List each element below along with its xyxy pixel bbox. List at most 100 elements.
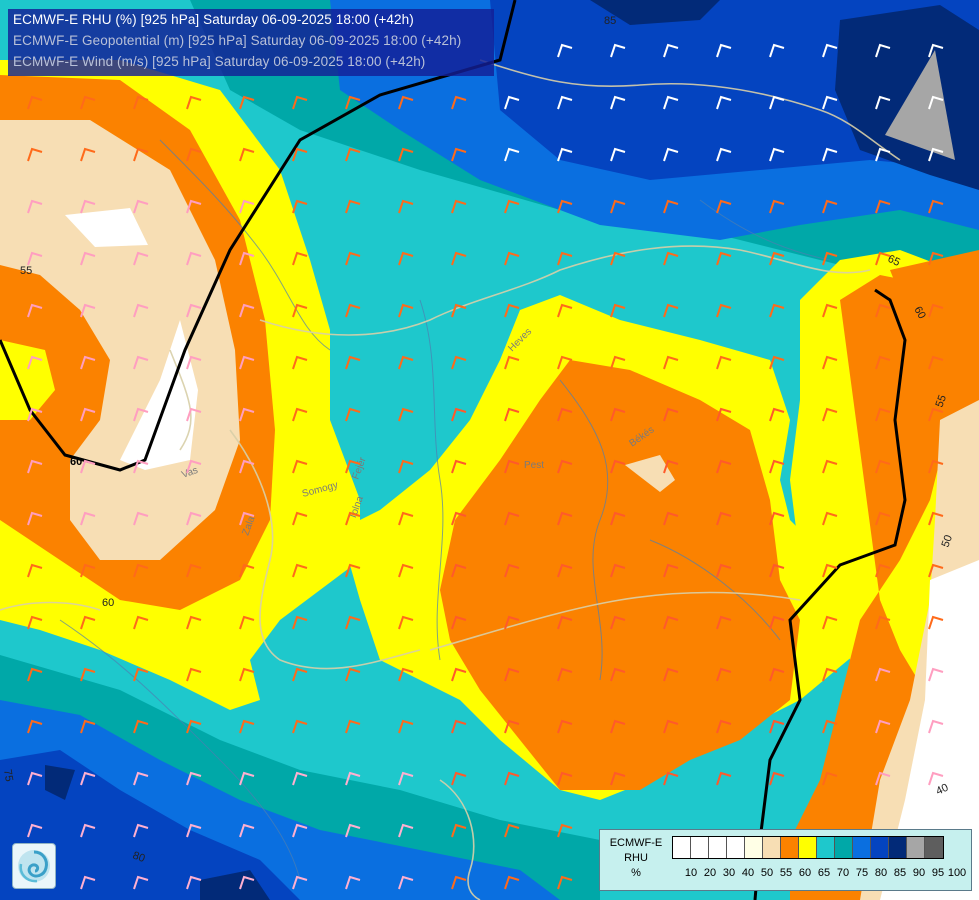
wind-barb-icon <box>769 459 785 474</box>
wind-barb-icon <box>345 875 361 890</box>
wind-barb-icon <box>345 719 361 734</box>
legend-swatch <box>817 837 835 858</box>
wind-barb-icon <box>451 199 467 214</box>
wind-barb-icon <box>716 251 732 266</box>
wind-barb-icon <box>663 199 679 214</box>
wind-barb-icon <box>398 719 414 734</box>
legend-swatch <box>691 837 709 858</box>
wind-barb-icon <box>398 251 414 266</box>
wind-barb-icon <box>716 719 732 734</box>
wind-barb-icon <box>875 147 891 162</box>
legend-swatch <box>925 837 943 858</box>
wind-barb-icon <box>80 459 96 474</box>
wind-barb-icon <box>504 95 520 110</box>
wind-barb-icon <box>716 771 732 786</box>
wind-barb-icon <box>345 615 361 630</box>
river-lines <box>59 139 831 881</box>
wind-barb-icon <box>292 875 308 890</box>
wind-barb-icon <box>27 355 43 370</box>
wind-barb-icon <box>557 407 573 422</box>
wind-barb-icon <box>557 875 573 890</box>
wind-barb-icon <box>186 563 202 578</box>
legend-tick-label: 60 <box>798 867 812 879</box>
wind-barb-icon <box>186 719 202 734</box>
rhu-legend: ECMWF-E RHU % 10 20 30 40 50 55 60 65 70 75 80 85 90… <box>599 829 972 891</box>
wind-barb-icon <box>822 667 838 682</box>
wind-barb-icon <box>133 511 149 526</box>
wind-barb-icon <box>345 251 361 266</box>
wind-barb-icon <box>875 251 891 266</box>
wind-barb-icon <box>769 407 785 422</box>
legend-tick-label: 20 <box>703 867 717 879</box>
wind-barb-icon <box>451 563 467 578</box>
wind-barb-icon <box>663 251 679 266</box>
wind-barb-icon <box>398 355 414 370</box>
place-label-vas: Vas <box>180 465 199 481</box>
title-geopotential: ECMWF-E Geopotential (m) [925 hPa] Satur… <box>13 33 462 48</box>
wind-barb-icon <box>716 563 732 578</box>
wind-barb-icon <box>610 407 626 422</box>
wind-barb-icon <box>27 771 43 786</box>
wind-barb-icon <box>663 355 679 370</box>
wind-barb-icon <box>928 43 944 58</box>
legend-swatch <box>781 837 799 858</box>
wind-barb-icon <box>557 355 573 370</box>
legend-tick-label: 80 <box>874 867 888 879</box>
wind-barb-icon <box>80 303 96 318</box>
wind-barb-icon <box>398 147 414 162</box>
wind-barb-icon <box>398 875 414 890</box>
wind-barb-icon <box>239 771 255 786</box>
wind-barb-icon <box>875 95 891 110</box>
white-patch-1 <box>65 208 148 247</box>
east-orange-ne <box>890 250 979 460</box>
wind-barb-icon <box>27 199 43 214</box>
wind-barb-icon <box>716 199 732 214</box>
wind-barb-icon <box>504 823 520 838</box>
contour-label-60-west: 60 <box>70 456 82 468</box>
wind-barb-icon <box>928 355 944 370</box>
wind-barb-icon <box>451 823 467 838</box>
legend-swatch <box>907 837 925 858</box>
wind-barb-icon <box>610 771 626 786</box>
wind-barb-icon <box>239 199 255 214</box>
wind-barb-icon <box>239 615 255 630</box>
wind-barb-icon <box>451 615 467 630</box>
wind-barb-icon <box>716 303 732 318</box>
wind-barb-icon <box>928 303 944 318</box>
legend-swatch <box>799 837 817 858</box>
wind-barb-icon <box>557 199 573 214</box>
contour-label-60-east: 60 <box>911 305 928 322</box>
wind-barb-icon <box>292 303 308 318</box>
contour-label-55-east: 55 <box>934 393 949 409</box>
wind-barb-icon <box>610 615 626 630</box>
wind-barb-icon <box>133 459 149 474</box>
wind-barb-icon <box>716 355 732 370</box>
wind-barb-icon <box>239 563 255 578</box>
wind-barb-icon <box>504 667 520 682</box>
wind-barb-icon <box>663 719 679 734</box>
wind-barb-icon <box>345 823 361 838</box>
wind-barb-icon <box>186 459 202 474</box>
wind-barb-icon <box>27 303 43 318</box>
wind-barb-icon <box>451 251 467 266</box>
wind-barb-icon <box>822 511 838 526</box>
wind-barb-icon <box>292 823 308 838</box>
wind-barb-icon <box>928 407 944 422</box>
wind-barb-icon <box>451 355 467 370</box>
legend-tick-label: 75 <box>855 867 869 879</box>
wind-barb-icon <box>557 771 573 786</box>
wind-barb-icon <box>610 43 626 58</box>
wind-barb-icon <box>822 563 838 578</box>
wind-barb-icon <box>451 667 467 682</box>
contour-label-80: 80 <box>131 850 147 865</box>
title-rhu: ECMWF-E RHU (%) [925 hPa] Saturday 06-09… <box>13 12 414 27</box>
wind-barb-icon <box>345 511 361 526</box>
wind-barb-icon <box>186 667 202 682</box>
wind-barb-icon <box>345 407 361 422</box>
wind-barb-icon <box>80 719 96 734</box>
wind-barb-icon <box>80 823 96 838</box>
wind-barb-icon <box>451 147 467 162</box>
wind-barb-icon <box>928 771 944 786</box>
wind-barb-icon <box>27 95 43 110</box>
wind-barb-icon <box>398 563 414 578</box>
